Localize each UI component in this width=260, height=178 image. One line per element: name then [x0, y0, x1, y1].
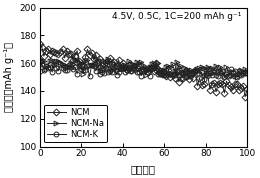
X-axis label: 循环次数: 循环次数: [131, 164, 156, 174]
Legend: NCM, NCM-Na, NCM-K: NCM, NCM-Na, NCM-K: [44, 104, 107, 142]
Y-axis label: 比容量（mAh g⁻¹）: 比容量（mAh g⁻¹）: [4, 42, 14, 112]
Text: 4.5V, 0.5C, 1C=200 mAh g⁻¹: 4.5V, 0.5C, 1C=200 mAh g⁻¹: [112, 12, 241, 21]
